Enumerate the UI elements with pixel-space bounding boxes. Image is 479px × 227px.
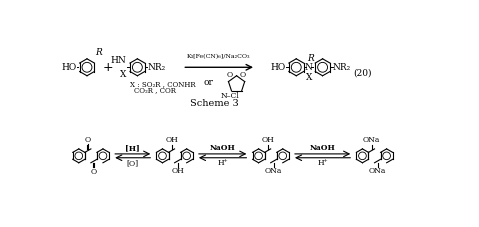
Text: Scheme 3: Scheme 3 <box>191 99 239 108</box>
Text: N–Cl: N–Cl <box>220 92 240 100</box>
Text: NR₂: NR₂ <box>148 63 166 72</box>
Text: N: N <box>305 63 313 72</box>
Text: +: + <box>103 61 113 74</box>
Text: K₃[Fe(CN)₆]/Na₂CO₃: K₃[Fe(CN)₆]/Na₂CO₃ <box>187 54 251 59</box>
Text: ONa: ONa <box>363 136 380 144</box>
Text: OH: OH <box>171 167 184 175</box>
Text: H⁺: H⁺ <box>217 159 228 167</box>
Text: or: or <box>204 78 214 87</box>
Text: CO₂R , COR: CO₂R , COR <box>134 86 176 94</box>
Text: NaOH: NaOH <box>310 144 335 152</box>
Text: OH: OH <box>261 136 274 144</box>
Text: HO: HO <box>62 63 77 72</box>
Text: NR₂: NR₂ <box>333 63 351 72</box>
Text: X: X <box>306 73 312 82</box>
Text: NaOH: NaOH <box>210 144 236 152</box>
Text: O: O <box>227 71 233 79</box>
Text: H⁺: H⁺ <box>317 159 328 167</box>
Text: O: O <box>240 71 246 79</box>
Text: OH: OH <box>165 136 178 144</box>
Text: HN: HN <box>111 56 126 65</box>
Text: (20): (20) <box>353 69 371 78</box>
Text: [O]: [O] <box>126 159 139 167</box>
Text: ONa: ONa <box>265 167 283 175</box>
Text: ONa: ONa <box>369 167 386 175</box>
Text: R: R <box>307 54 314 63</box>
Text: O: O <box>91 168 97 176</box>
Text: O: O <box>85 136 91 143</box>
Text: HO: HO <box>271 63 286 72</box>
Text: [H]: [H] <box>125 144 140 152</box>
Text: R: R <box>95 48 102 57</box>
Text: X: X <box>120 70 126 79</box>
Text: X : SO₂R , CONHR: X : SO₂R , CONHR <box>130 80 195 88</box>
